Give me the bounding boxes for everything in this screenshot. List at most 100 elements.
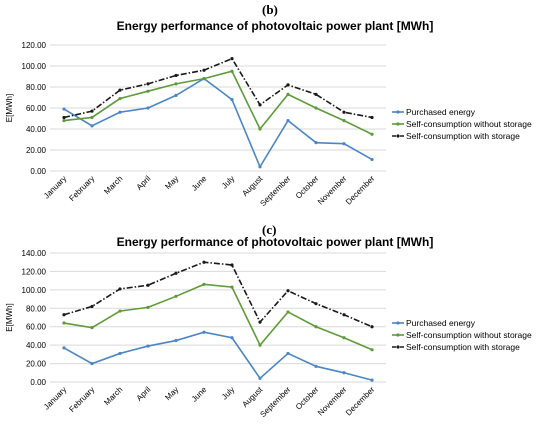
legend-label: Self-consumption with storage [406,131,520,141]
data-point [258,376,262,380]
data-point [118,309,122,313]
data-point [230,98,234,102]
legend-label: Purchased energy [406,107,476,117]
y-tick-label: 60.00 [26,104,47,113]
data-point [230,57,234,61]
y-tick-label: 100.00 [22,62,47,71]
legend-marker [396,345,400,349]
data-point [62,119,66,123]
data-point [370,132,374,136]
legend-marker [396,333,400,337]
x-tick-label: April [135,385,153,403]
legend-label: Self-consumption without storage [406,330,532,340]
x-tick-label: January [42,385,68,411]
data-point [202,282,206,286]
data-point [258,320,262,324]
x-tick-label: July [220,174,236,190]
x-tick-label: September [258,174,292,208]
x-tick-label: February [67,174,96,203]
data-point [202,330,206,334]
y-tick-label: 80.00 [26,83,47,92]
data-point [118,351,122,356]
data-point [118,88,122,92]
data-point [118,96,122,101]
data-point [370,348,374,352]
y-tick-label: 0.00 [30,378,46,387]
data-point [286,92,290,96]
panel-label-b: (b) [262,2,278,17]
series-line [63,70,373,135]
x-tick-label: October [294,385,321,412]
y-axis-label: E[MWh] [5,303,14,331]
data-point [90,304,94,309]
y-tick-label: 40.00 [26,125,47,134]
series-line [63,77,373,169]
data-point [342,371,346,375]
data-point [314,92,318,96]
data-point [174,73,178,78]
legend-marker [396,134,400,138]
panel-label-c: (c) [262,222,277,237]
data-point [314,325,318,329]
y-tick-label: 120.00 [22,41,47,50]
x-tick-label: May [163,174,180,191]
x-tick-label: March [102,385,124,407]
data-point [146,106,150,110]
data-point [118,110,122,114]
series-line [63,331,373,381]
chart-title: Energy performance of photovoltaic power… [117,19,434,33]
data-point [286,83,290,87]
data-point [286,351,290,356]
data-point [118,287,122,291]
data-point [90,361,94,366]
data-point [174,93,178,97]
x-tick-label: September [258,385,292,419]
data-point [342,110,346,114]
data-point [202,77,206,81]
data-point [314,302,318,306]
y-tick-label: 40.00 [26,341,47,350]
data-point [370,325,374,329]
data-point [146,82,150,86]
data-point [90,109,94,113]
legend-marker [396,110,400,114]
x-tick-label: November [316,174,349,207]
data-point [370,378,374,382]
data-point [286,310,290,314]
x-tick-label: June [190,385,209,404]
line-chart-c: Energy performance of photovoltaic power… [5,235,532,419]
data-point [146,283,150,287]
data-point [342,142,346,146]
data-point [174,338,178,343]
x-tick-label: April [135,174,153,192]
data-point [174,271,178,275]
data-point [258,165,262,169]
x-tick-label: December [344,385,377,418]
data-point [62,313,66,317]
x-tick-label: March [102,174,124,196]
data-point [230,336,234,340]
data-point [230,69,234,73]
y-tick-label: 20.00 [26,360,47,369]
x-tick-label: August [240,174,265,199]
series-line [63,57,373,119]
legend-label: Purchased energy [406,318,476,328]
data-point [342,336,346,340]
x-tick-label: May [163,385,180,402]
series-line [63,283,373,351]
data-point [314,106,318,110]
data-point [90,124,94,128]
y-tick-label: 60.00 [26,323,47,332]
data-point [62,346,66,350]
legend-label: Self-consumption without storage [406,119,532,129]
data-point [314,141,318,145]
y-tick-label: 20.00 [26,146,47,155]
series-line [63,261,373,328]
legend-label: Self-consumption with storage [406,342,520,352]
x-tick-label: February [67,385,96,414]
data-point [146,344,150,348]
y-tick-label: 120.00 [22,267,47,276]
data-point [90,115,94,120]
data-point [202,260,206,264]
x-tick-label: December [344,174,377,207]
